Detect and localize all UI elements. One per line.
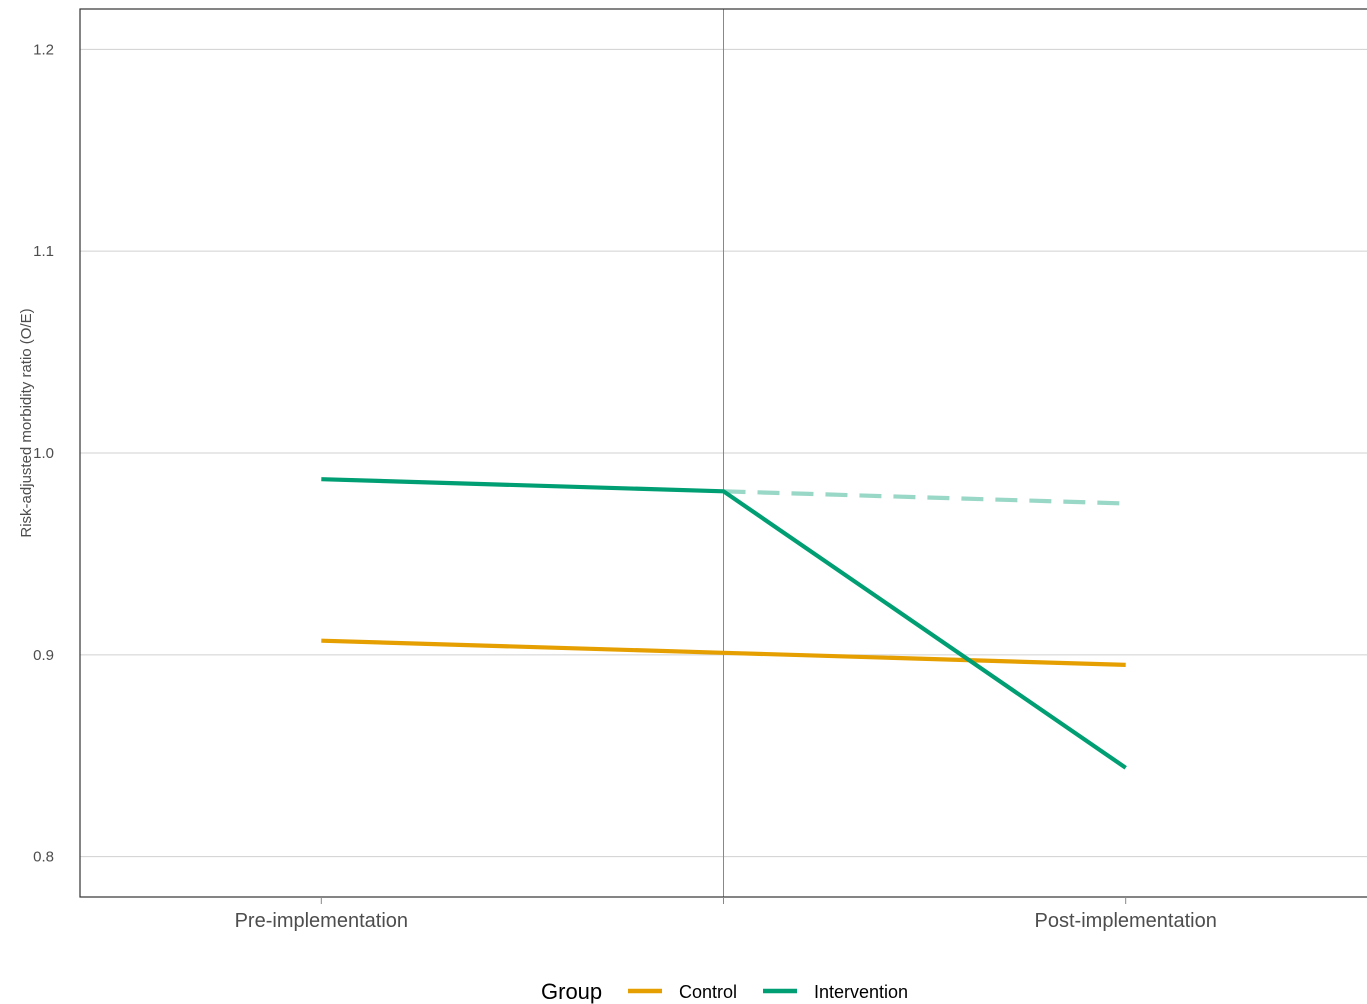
series-lines [321, 477, 1127, 770]
legend-entry-intervention: Intervention [763, 982, 908, 1002]
y-axis-title: Risk-adjusted morbidity ratio (O/E) [18, 308, 35, 537]
legend-label: Intervention [814, 982, 908, 1002]
y-tick-label: 1.1 [33, 243, 54, 260]
y-axis-ticks: 0.8 0.9 1.0 1.1 1.2 [33, 41, 54, 865]
series-line-control [321, 638, 1126, 667]
counterfactual-trend-line [723, 489, 1126, 506]
y-tick-label: 0.8 [33, 849, 54, 866]
legend-label: Control [679, 982, 737, 1002]
y-tick-label: 0.9 [33, 647, 54, 664]
y-tick-label: 1.2 [33, 41, 54, 58]
plot-panel-border [79, 8, 1367, 898]
series-line-intervention [321, 477, 1127, 770]
x-tick-label: Post-implementation [1035, 910, 1217, 932]
legend: Group Control Intervention [541, 979, 908, 1004]
y-tick-label: 1.0 [33, 445, 54, 462]
legend-title: Group [541, 979, 602, 1004]
legend-entries: Control Intervention [628, 982, 908, 1002]
legend-entry-control: Control [628, 982, 737, 1002]
x-axis-ticks: Pre-implementation Post-implementation [235, 897, 1217, 932]
x-tick-label: Pre-implementation [235, 910, 408, 932]
